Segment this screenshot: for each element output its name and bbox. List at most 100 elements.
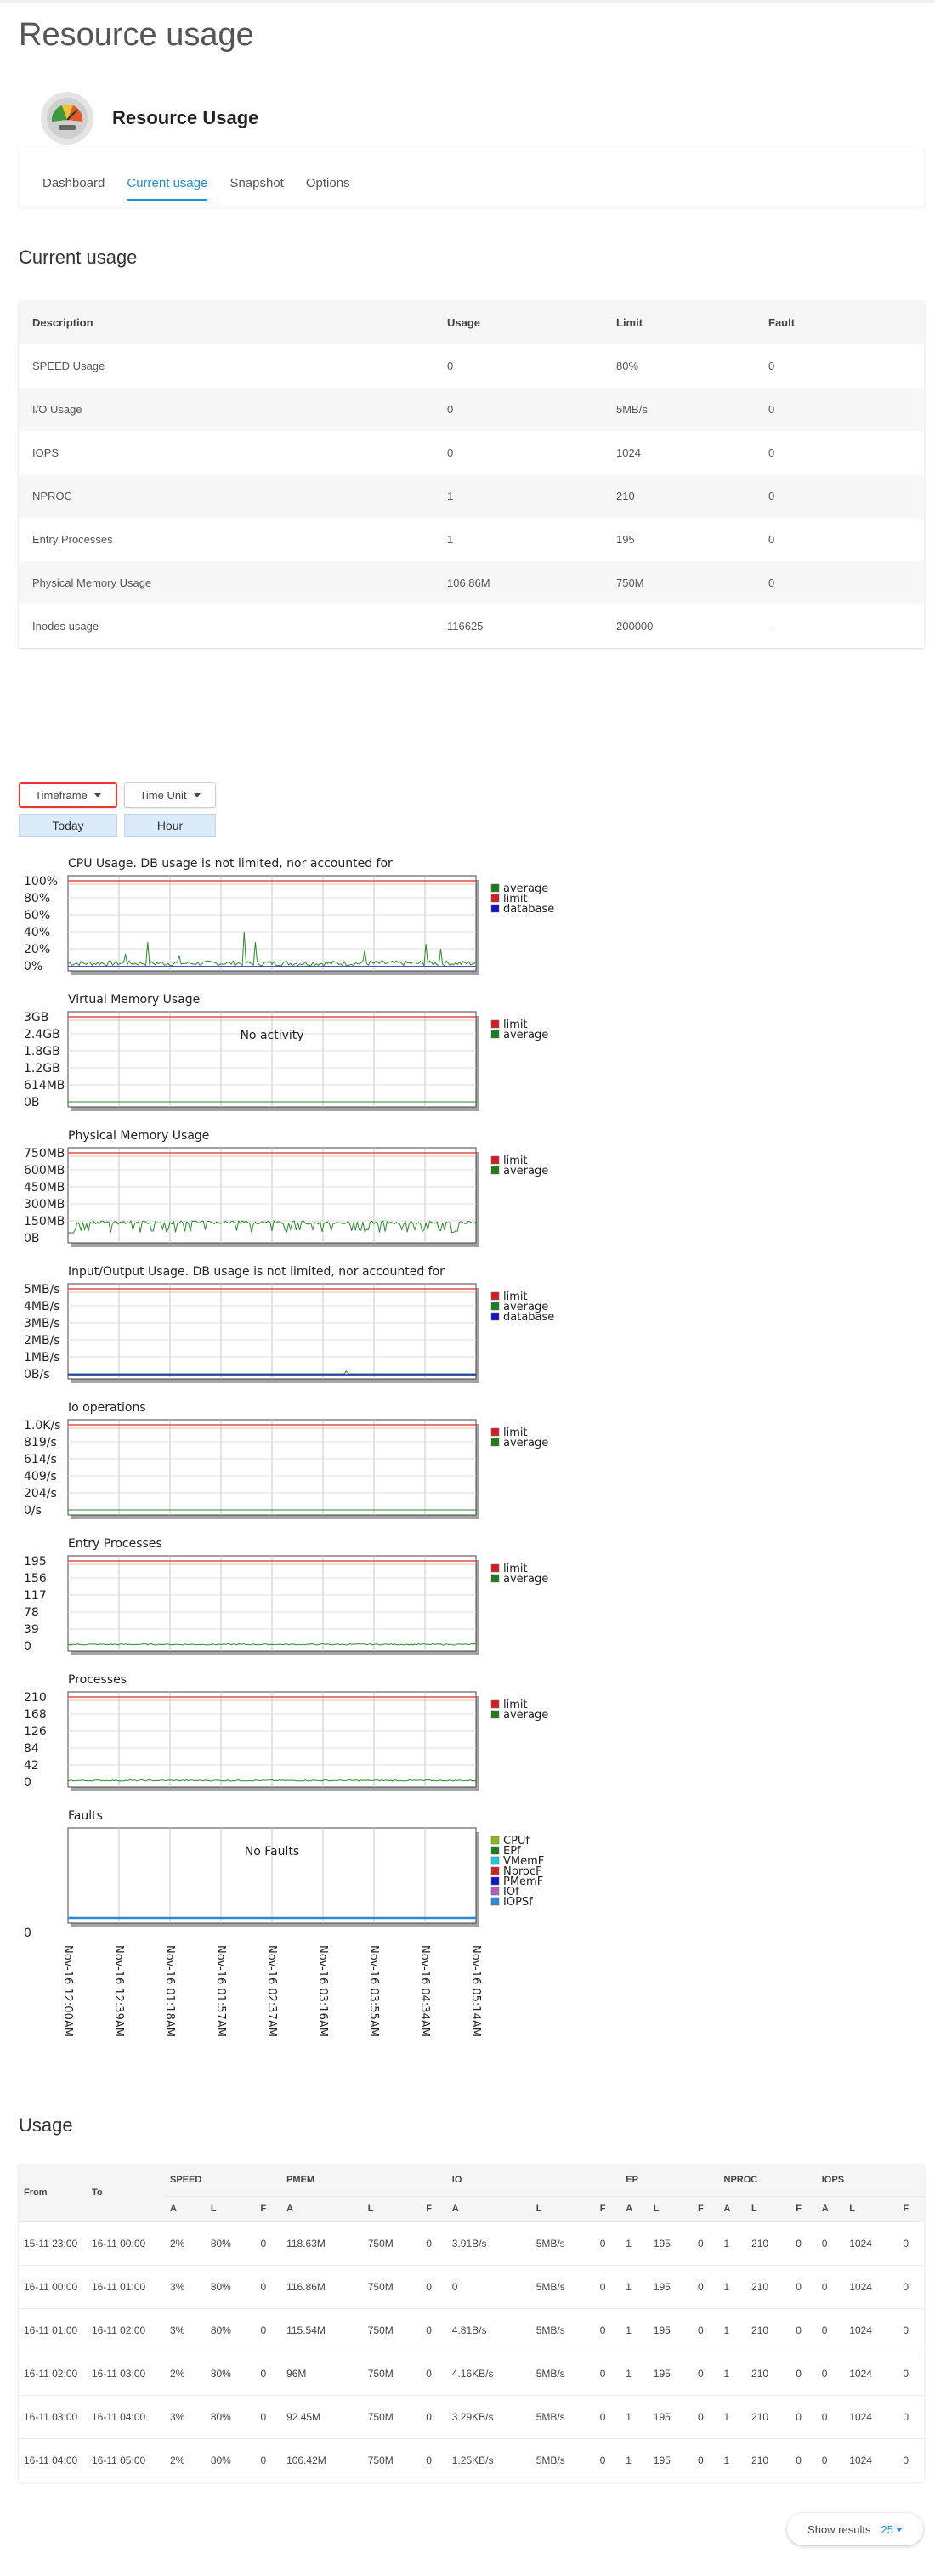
y-tick-label: 210 (24, 1691, 47, 1705)
y-tick-label: 84 (24, 1742, 39, 1756)
group-header: EP (620, 2164, 719, 2196)
table-cell: 0 (594, 2437, 621, 2482)
current-usage-table: Description Usage Limit Fault SPEED Usag… (19, 301, 924, 648)
timeframe-dropdown[interactable]: Timeframe (19, 782, 117, 808)
table-cell: 1 (434, 474, 603, 518)
legend-label: VMemF (503, 1855, 544, 1868)
y-tick-label: 1MB/s (24, 1351, 60, 1365)
x-tick-label: Nov-16 01:18AM (163, 1945, 176, 2037)
table-cell: 3.29KB/s (446, 2394, 531, 2438)
table-cell: 16-11 03:00 (19, 2394, 87, 2438)
sub-header: L (746, 2195, 791, 2221)
table-row: 16-11 04:00 16-11 05:00 2% 80% 0 106.42M 750M 0… (19, 2437, 924, 2482)
tab-current-usage[interactable]: Current usage (127, 176, 208, 201)
y-tick-label: 0/s (24, 1504, 42, 1518)
table-cell: 0 (898, 2264, 924, 2308)
tab-dashboard[interactable]: Dashboard (42, 176, 105, 190)
x-tick-label: Nov-16 02:37AM (265, 1945, 278, 2037)
table-cell: 1024 (844, 2221, 898, 2265)
table-cell: 1.25KB/s (446, 2437, 531, 2482)
current-usage-title: Current usage (19, 247, 138, 268)
legend-swatch (490, 1019, 500, 1029)
legend-label: average (503, 1301, 548, 1314)
table-cell: 0 (755, 344, 924, 388)
sub-header: L (362, 2195, 422, 2221)
y-tick-label: 614MB (24, 1079, 65, 1092)
sub-header: L (530, 2195, 595, 2221)
table-cell: 80% (205, 2351, 256, 2395)
table-row: 16-11 01:00 16-11 02:00 3% 80% 0 115.54M 750M 0… (19, 2307, 924, 2352)
plugin-header: Resource Usage (41, 91, 258, 145)
y-tick-label: 450MB (24, 1181, 65, 1194)
legend-swatch (490, 1846, 500, 1855)
table-cell: 0 (790, 2394, 817, 2438)
table-cell: 16-11 04:00 (87, 2394, 165, 2438)
table-cell: 1 (620, 2307, 649, 2352)
legend-swatch (490, 1897, 500, 1906)
table-cell: 2% (165, 2221, 206, 2265)
legend-label: average (503, 1573, 548, 1586)
y-tick-label: 3MB/s (24, 1317, 60, 1331)
table-cell: 210 (746, 2394, 791, 2438)
table-cell: 1 (718, 2264, 747, 2308)
y-tick-label: 0 (24, 1776, 31, 1790)
table-cell: 16-11 02:00 (87, 2307, 165, 2352)
table-cell: 0 (755, 431, 924, 474)
table-cell: 5MB/s (530, 2264, 595, 2308)
table-cell: 0 (594, 2394, 621, 2438)
table-cell: 1 (718, 2351, 747, 2395)
table-cell: 118.63M (281, 2221, 363, 2265)
show-results-label: Show results (808, 2522, 871, 2536)
legend-label: limit (503, 1155, 528, 1167)
legend-label: limit (503, 1699, 528, 1711)
timeunit-dropdown[interactable]: Time Unit (124, 782, 216, 808)
table-cell: 16-11 01:00 (19, 2307, 87, 2352)
table-cell: IOPS (19, 431, 434, 474)
table-cell: 0 (898, 2307, 924, 2352)
tab-snapshot[interactable]: Snapshot (230, 176, 284, 190)
table-cell: 5MB/s (603, 388, 755, 431)
x-tick-label: Nov-16 03:55AM (367, 1945, 380, 2037)
table-cell: 3% (165, 2264, 206, 2308)
table-cell: 5MB/s (530, 2351, 595, 2395)
chart-3: Input/Output Usage. DB usage is not limi… (24, 1265, 554, 1383)
legend-swatch (490, 1302, 500, 1311)
legend-swatch (490, 1312, 500, 1321)
from-header: From (19, 2164, 87, 2221)
table-cell: 0 (421, 2264, 447, 2308)
y-tick-label: 0 (24, 1640, 31, 1654)
legend-swatch (490, 1699, 500, 1709)
timeframe-label: Timeframe (35, 788, 88, 802)
y-tick-label: 60% (24, 909, 50, 922)
x-tick-label: Nov-16 03:16AM (316, 1945, 329, 2037)
column-header: Limit (603, 301, 755, 344)
show-results-button[interactable]: Show results 25 (787, 2513, 923, 2545)
y-tick-label: 40% (24, 926, 50, 939)
sub-header: L (844, 2195, 898, 2221)
sub-header: F (898, 2195, 924, 2221)
y-tick-label: 0% (24, 960, 42, 973)
table-cell: 106.42M (281, 2437, 363, 2482)
chart-title: Entry Processes (68, 1537, 162, 1551)
legend-label: average (503, 1709, 548, 1722)
table-row: 15-11 23:00 16-11 00:00 2% 80% 0 118.63M 750M 0… (19, 2221, 924, 2265)
table-cell: 210 (746, 2351, 791, 2395)
table-cell: 4.16KB/s (446, 2351, 531, 2395)
y-tick-label: 126 (24, 1725, 47, 1739)
y-tick-label: 0 (24, 1926, 31, 1940)
table-cell: 0 (790, 2437, 817, 2482)
table-cell: 0 (898, 2351, 924, 2395)
chart-title: Virtual Memory Usage (68, 993, 200, 1007)
legend-label: database (503, 1311, 554, 1324)
tab-options[interactable]: Options (305, 176, 350, 190)
table-cell: 750M (603, 561, 755, 604)
table-cell: 195 (603, 518, 755, 561)
y-tick-label: 2MB/s (24, 1334, 60, 1348)
y-tick-label: 409/s (24, 1470, 57, 1484)
table-cell: 0 (421, 2351, 447, 2395)
legend-label: limit (503, 893, 528, 905)
table-cell: 0 (898, 2221, 924, 2265)
page-title: Resource usage (19, 17, 254, 53)
